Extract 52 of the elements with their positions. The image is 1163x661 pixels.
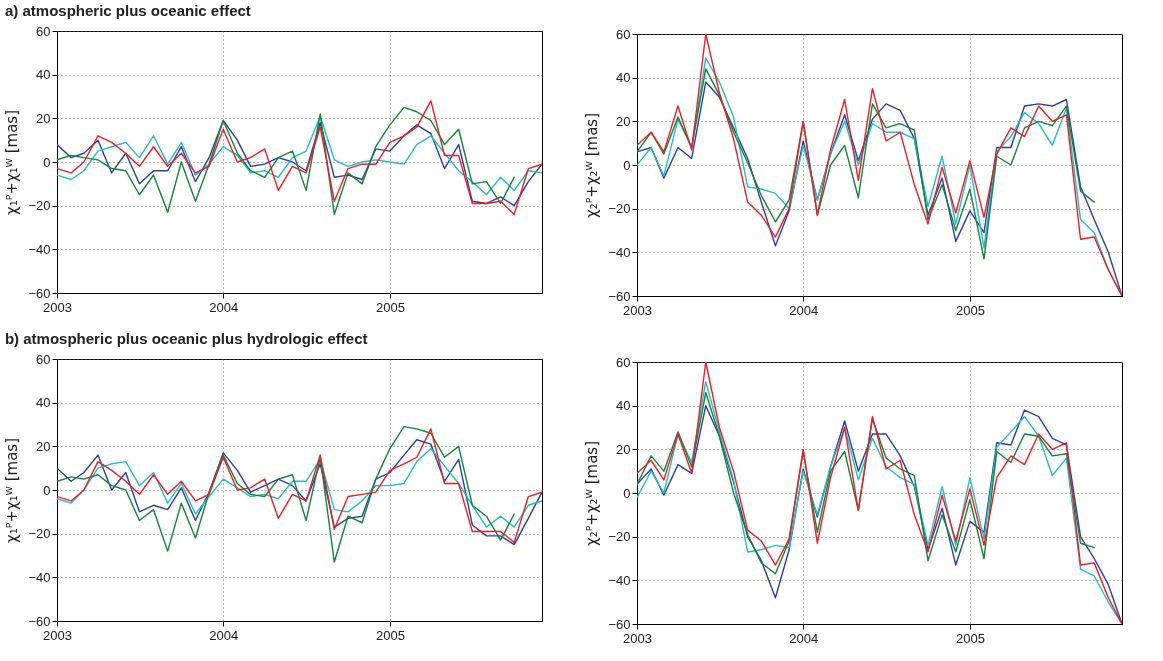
line-series xyxy=(637,68,1095,260)
x-tick-label: 2003 xyxy=(43,627,72,643)
line-series xyxy=(57,115,542,196)
y-axis-title: χ₂ᴾ+χ₂ᵂ [mas] xyxy=(583,440,602,547)
y-tick-label: 40 xyxy=(36,395,51,411)
y-tick-label: −40 xyxy=(28,569,51,585)
line-series xyxy=(57,425,515,563)
y-tick-label: −20 xyxy=(28,526,51,542)
y-axis-title: χ₁ᴾ+χ₁ᵂ [mas] xyxy=(3,109,22,216)
y-tick-label: −60 xyxy=(28,285,51,301)
y-tick-label: 60 xyxy=(616,26,631,42)
line-series xyxy=(57,447,542,528)
y-tick-label: 40 xyxy=(616,70,631,86)
y-tick-label: −40 xyxy=(608,244,631,260)
x-tick-label: 2004 xyxy=(209,627,239,643)
y-tick-label: 60 xyxy=(36,23,51,39)
x-tick-label: 2003 xyxy=(623,630,652,646)
y-tick-label: 20 xyxy=(36,438,51,454)
y-tick-label: 0 xyxy=(623,485,631,501)
chart-title: a) atmospheric plus oceanic effect xyxy=(4,2,251,19)
y-tick-label: −60 xyxy=(28,613,51,629)
y-tick-label: −60 xyxy=(608,616,631,632)
y-axis-title: χ₁ᴾ+χ₁ᵂ [mas] xyxy=(3,437,22,544)
y-tick-label: −20 xyxy=(28,198,51,214)
chart-title: b) atmospheric plus oceanic plus hydrologic effect xyxy=(4,330,368,347)
x-tick-label: 2005 xyxy=(375,627,405,643)
y-axis-title: χ₂ᴾ+χ₂ᵂ [mas] xyxy=(583,112,602,219)
x-tick-label: 2003 xyxy=(623,302,652,318)
x-tick-label: 2004 xyxy=(209,299,239,315)
y-tick-label: −60 xyxy=(608,288,631,304)
y-tick-label: 0 xyxy=(43,154,51,170)
y-tick-label: 20 xyxy=(616,441,631,457)
y-tick-label: 20 xyxy=(36,110,51,126)
y-tick-label: 0 xyxy=(623,157,631,173)
y-tick-label: −20 xyxy=(608,529,631,545)
y-tick-label: 0 xyxy=(43,482,51,498)
y-tick-label: 20 xyxy=(616,113,631,129)
y-tick-label: 60 xyxy=(36,351,51,367)
line-series xyxy=(637,391,1095,575)
y-tick-label: 40 xyxy=(616,398,631,414)
x-tick-label: 2003 xyxy=(43,299,72,315)
y-tick-label: 40 xyxy=(36,67,51,83)
y-tick-label: −40 xyxy=(608,572,631,588)
y-tick-label: −20 xyxy=(608,201,631,217)
x-tick-label: 2005 xyxy=(955,302,985,318)
y-tick-label: 60 xyxy=(616,354,631,370)
y-tick-label: −40 xyxy=(28,241,51,257)
x-tick-label: 2004 xyxy=(789,302,819,318)
x-tick-label: 2005 xyxy=(955,630,985,646)
x-tick-label: 2005 xyxy=(375,299,405,315)
line-series xyxy=(57,119,542,207)
x-tick-label: 2004 xyxy=(789,630,819,646)
